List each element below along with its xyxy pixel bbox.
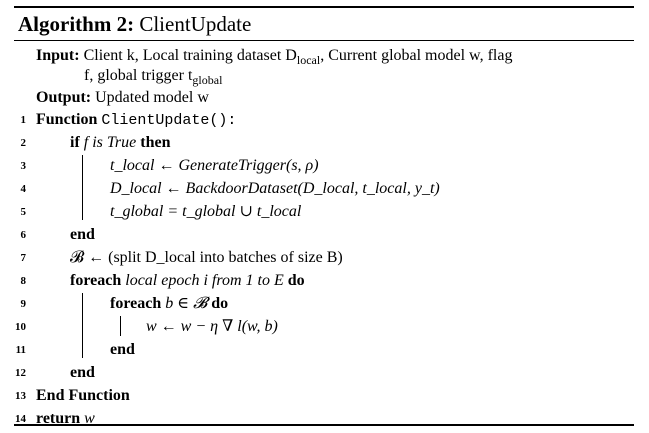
code-line-10: w ← w − η ∇ l(w, b): [146, 317, 278, 337]
algorithm-name: ClientUpdate: [139, 12, 252, 36]
line-number: 6: [20, 229, 27, 241]
line-number: 9: [20, 298, 27, 310]
line-number: 1: [20, 114, 27, 126]
outer-loop-bar: [82, 293, 83, 358]
code-line-3: t_local ← GenerateTrigger(s, ρ): [110, 156, 319, 176]
input-line-1: Input: Client k, Local training dataset …: [36, 46, 512, 66]
inner-loop-bar: [120, 316, 121, 336]
if-block-bar: [82, 155, 83, 220]
code-line-8: foreach local epoch i from 1 to E do: [70, 271, 305, 291]
line-number: 11: [15, 344, 26, 356]
code-line-13: End Function: [36, 386, 130, 406]
line-number: 3: [20, 160, 27, 172]
output-text: Updated model w: [95, 89, 209, 106]
input-text-1: Client k, Local training dataset Dlocal,…: [83, 47, 513, 67]
input-line-2: f, global trigger tglobal: [84, 66, 222, 86]
line-number: 5: [20, 206, 27, 218]
line-number: 8: [20, 275, 27, 287]
algorithm-title: Algorithm 2: ClientUpdate: [18, 12, 251, 37]
keyword: do: [211, 295, 229, 312]
code-line-5: t_global = t_global ∪ t_local: [110, 202, 301, 222]
condition: f is True: [83, 134, 137, 151]
code-line-7: 𝓑 ← (split D_local into batches of size …: [70, 248, 343, 268]
input-sub-2: global: [192, 73, 223, 87]
code-line-4: D_local ← BackdoorDataset(D_local, t_loc…: [110, 179, 440, 199]
statement: t_global = t_global ∪ t_local: [110, 203, 302, 220]
code-line-6: end: [70, 225, 95, 245]
keyword: end: [70, 226, 95, 243]
input-label: Input:: [36, 47, 80, 64]
input-sub-1: local: [296, 53, 321, 67]
line-number: 12: [15, 367, 26, 379]
code-line-1: Function ClientUpdate():: [36, 110, 236, 131]
keyword: if: [70, 134, 80, 151]
top-rule: [14, 6, 634, 8]
line-number: 2: [20, 137, 27, 149]
line-number: 7: [20, 252, 27, 264]
keyword: Function: [36, 111, 98, 128]
function-signature: ClientUpdate():: [101, 112, 237, 129]
code-line-9: foreach b ∈ 𝓑 do: [110, 294, 228, 314]
line-number: 4: [20, 183, 27, 195]
input-text-1b: , Current global model w, flag: [320, 47, 513, 64]
loop-condition: local epoch i from 1 to E: [125, 272, 284, 289]
keyword: end: [70, 364, 95, 381]
code-line-11: end: [110, 340, 135, 360]
output-label: Output:: [36, 89, 92, 106]
input-text-2: f, global trigger t: [84, 67, 193, 84]
title-rule: [14, 40, 634, 41]
keyword: foreach: [110, 295, 162, 312]
statement: w ← w − η ∇ l(w, b): [146, 318, 278, 335]
return-value: w: [84, 410, 95, 427]
line-number: 10: [15, 321, 26, 333]
output-line: Output: Updated model w: [36, 88, 209, 108]
keyword: then: [140, 134, 171, 151]
line-number: 14: [15, 413, 26, 425]
input-text-1a: Client k, Local training dataset D: [83, 47, 297, 64]
code-line-14: return w: [36, 409, 95, 429]
statement: D_local ← BackdoorDataset(D_local, t_loc…: [110, 180, 440, 197]
keyword: do: [287, 272, 305, 289]
code-line-2: if f is True then: [70, 133, 170, 153]
code-line-12: end: [70, 363, 95, 383]
keyword: foreach: [70, 272, 122, 289]
bottom-rule: [14, 424, 634, 426]
statement: 𝓑 ← (split D_local into batches of size …: [70, 249, 343, 266]
line-number: 13: [15, 390, 26, 402]
keyword: end: [110, 341, 135, 358]
statement: t_local ← GenerateTrigger(s, ρ): [110, 157, 319, 174]
loop-condition: b ∈ 𝓑: [165, 295, 208, 312]
algorithm-label: Algorithm 2:: [18, 12, 135, 36]
keyword: End Function: [36, 387, 130, 404]
keyword: return: [36, 410, 81, 427]
